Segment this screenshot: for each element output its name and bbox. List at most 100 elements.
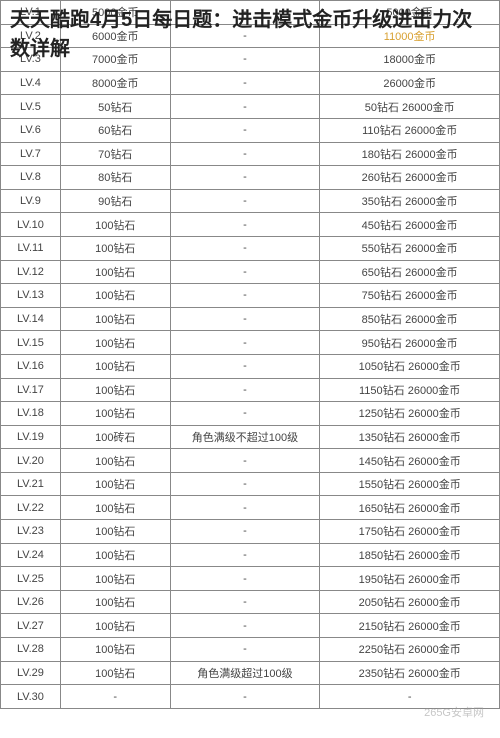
- table-row: LV.28100钻石-2250钻石 26000金币: [1, 638, 500, 662]
- cell-cost: 100钻石: [60, 567, 170, 591]
- cell-cost: 100钻石: [60, 331, 170, 355]
- table-row: LV.770钻石-180钻石 26000金币: [1, 142, 500, 166]
- cell-cost: 100钻石: [60, 614, 170, 638]
- cell-cost: 70钻石: [60, 142, 170, 166]
- cell-total: 350钻石 26000金币: [320, 189, 500, 213]
- cell-total: 26000金币: [320, 71, 500, 95]
- cell-cost: 100钻石: [60, 354, 170, 378]
- cell-condition: -: [170, 543, 320, 567]
- cell-total: 2050钻石 26000金币: [320, 590, 500, 614]
- cell-cost: 100钻石: [60, 260, 170, 284]
- cell-cost: 100钻石: [60, 378, 170, 402]
- cell-level: LV.23: [1, 520, 61, 544]
- cell-level: LV.16: [1, 354, 61, 378]
- cell-condition: -: [170, 213, 320, 237]
- table-row: LV.18100钻石-1250钻石 26000金币: [1, 402, 500, 426]
- cell-cost: 100钻石: [60, 284, 170, 308]
- cell-condition: -: [170, 567, 320, 591]
- cell-total: 50钻石 26000金币: [320, 95, 500, 119]
- cell-condition: -: [170, 354, 320, 378]
- cell-level: LV.15: [1, 331, 61, 355]
- cell-condition: -: [170, 260, 320, 284]
- cell-level: LV.8: [1, 166, 61, 190]
- table-row: LV.22100钻石-1650钻石 26000金币: [1, 496, 500, 520]
- cell-condition: -: [170, 638, 320, 662]
- table-row: LV.23100钻石-1750钻石 26000金币: [1, 520, 500, 544]
- cell-total: 950钻石 26000金币: [320, 331, 500, 355]
- cell-condition: 角色满级不超过100级: [170, 425, 320, 449]
- table-row: LV.15100钻石-950钻石 26000金币: [1, 331, 500, 355]
- table-row: LV.29100钻石角色满级超过100级2350钻石 26000金币: [1, 661, 500, 685]
- cell-cost: 100钻石: [60, 449, 170, 473]
- cell-cost: 100钻石: [60, 236, 170, 260]
- cell-cost: 100钻石: [60, 638, 170, 662]
- cell-cost: 100钻石: [60, 472, 170, 496]
- cell-level: LV.3: [1, 48, 61, 72]
- cell-level: LV.1: [1, 1, 61, 25]
- cell-level: LV.18: [1, 402, 61, 426]
- cell-total: 180钻石 26000金币: [320, 142, 500, 166]
- cell-condition: -: [170, 614, 320, 638]
- cell-level: LV.30: [1, 685, 61, 709]
- cell-level: LV.29: [1, 661, 61, 685]
- table-row: LV.13100钻石-750钻石 26000金币: [1, 284, 500, 308]
- cell-condition: -: [170, 236, 320, 260]
- cell-condition: -: [170, 402, 320, 426]
- table-row: LV.26100钻石-2050钻石 26000金币: [1, 590, 500, 614]
- cell-level: LV.5: [1, 95, 61, 119]
- cell-cost: 7000金币: [60, 48, 170, 72]
- cell-total: 650钻石 26000金币: [320, 260, 500, 284]
- cell-condition: -: [170, 378, 320, 402]
- cell-condition: -: [170, 496, 320, 520]
- cell-condition: -: [170, 307, 320, 331]
- cell-level: LV.6: [1, 118, 61, 142]
- table-row: LV.24100钻石-1850钻石 26000金币: [1, 543, 500, 567]
- cell-cost: 5000金币: [60, 1, 170, 25]
- cell-cost: 100钻石: [60, 496, 170, 520]
- cell-cost: 6000金币: [60, 24, 170, 48]
- table-row: LV.990钻石-350钻石 26000金币: [1, 189, 500, 213]
- cell-condition: 角色满级超过100级: [170, 661, 320, 685]
- cell-level: LV.28: [1, 638, 61, 662]
- cell-total: 2250钻石 26000金币: [320, 638, 500, 662]
- table-row: LV.10100钻石-450钻石 26000金币: [1, 213, 500, 237]
- cell-level: LV.10: [1, 213, 61, 237]
- cell-condition: -: [170, 142, 320, 166]
- cell-cost: 100钻石: [60, 661, 170, 685]
- table-row: LV.11100钻石-550钻石 26000金币: [1, 236, 500, 260]
- cell-condition: -: [170, 71, 320, 95]
- cell-condition: -: [170, 472, 320, 496]
- cell-level: LV.14: [1, 307, 61, 331]
- cell-total: 1950钻石 26000金币: [320, 567, 500, 591]
- cell-cost: 100钻石: [60, 590, 170, 614]
- cell-condition: -: [170, 166, 320, 190]
- cell-total: 1150钻石 26000金币: [320, 378, 500, 402]
- cell-total: 1450钻石 26000金币: [320, 449, 500, 473]
- cell-level: LV.24: [1, 543, 61, 567]
- cell-condition: -: [170, 685, 320, 709]
- cell-cost: 100砖石: [60, 425, 170, 449]
- cell-condition: -: [170, 520, 320, 544]
- cell-condition: -: [170, 590, 320, 614]
- table-row: LV.17100钻石-1150钻石 26000金币: [1, 378, 500, 402]
- cell-cost: -: [60, 685, 170, 709]
- cell-cost: 60钻石: [60, 118, 170, 142]
- table-row: LV.550钻石-50钻石 26000金币: [1, 95, 500, 119]
- cell-total: 850钻石 26000金币: [320, 307, 500, 331]
- table-row: LV.26000金币-11000金币: [1, 24, 500, 48]
- cell-cost: 90钻石: [60, 189, 170, 213]
- cell-level: LV.22: [1, 496, 61, 520]
- table-row: LV.37000金币-18000金币: [1, 48, 500, 72]
- cell-level: LV.25: [1, 567, 61, 591]
- table-row: LV.20100钻石-1450钻石 26000金币: [1, 449, 500, 473]
- cell-cost: 50钻石: [60, 95, 170, 119]
- cell-cost: 100钻石: [60, 402, 170, 426]
- cell-cost: 100钻石: [60, 213, 170, 237]
- table-row: LV.880钻石-260钻石 26000金币: [1, 166, 500, 190]
- table-row: LV.15000金币-5000金币: [1, 1, 500, 25]
- cell-level: LV.17: [1, 378, 61, 402]
- cell-level: LV.13: [1, 284, 61, 308]
- cell-total: 450钻石 26000金币: [320, 213, 500, 237]
- table-row: LV.21100钻石-1550钻石 26000金币: [1, 472, 500, 496]
- cell-level: LV.21: [1, 472, 61, 496]
